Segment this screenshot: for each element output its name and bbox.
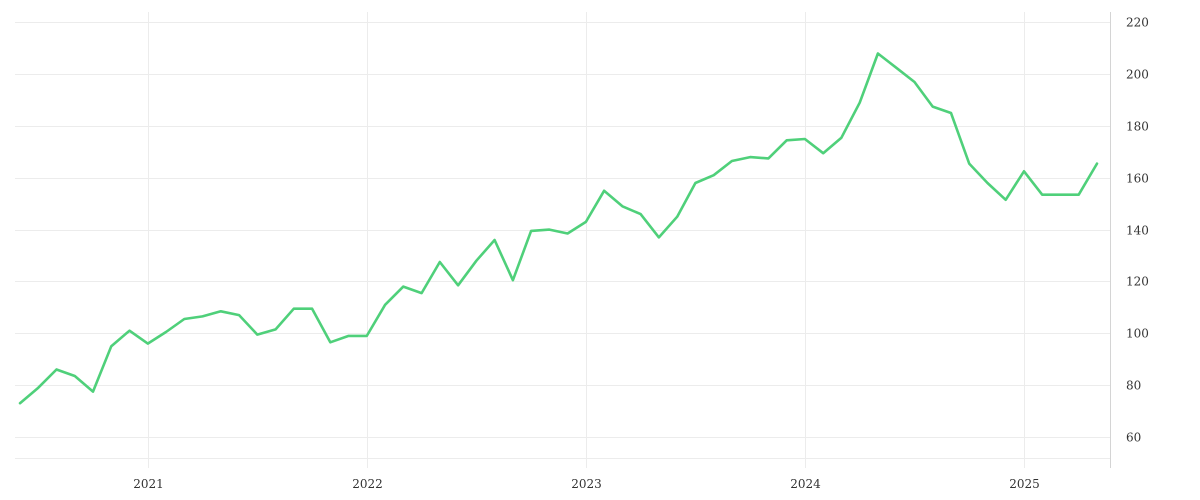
x-tick-label-2024: 2024 [790,477,821,491]
y-tick-label-160: 160 [1126,172,1149,186]
y-tick-label-200: 200 [1126,68,1149,82]
x-tick-label-2022: 2022 [352,477,383,491]
x-tick-label-2023: 2023 [571,477,602,491]
y-tick-label-120: 120 [1126,275,1149,289]
x-tick-label-2025: 2025 [1009,477,1040,491]
gridlines [15,12,1110,468]
y-tick-label-100: 100 [1126,327,1149,341]
y-tick-label-80: 80 [1126,379,1141,393]
y-tick-label-140: 140 [1126,224,1149,238]
series-line-0 [18,52,1099,405]
series-layer [18,52,1099,405]
y-tick-label-180: 180 [1126,120,1149,134]
y-tick-label-220: 220 [1126,16,1149,30]
y-tick-label-60: 60 [1126,431,1141,445]
x-tick-label-2021: 2021 [133,477,164,491]
tick-labels: 60 80 100 120 140 160 180 200 220 2021 2022 2023 202… [133,16,1149,492]
